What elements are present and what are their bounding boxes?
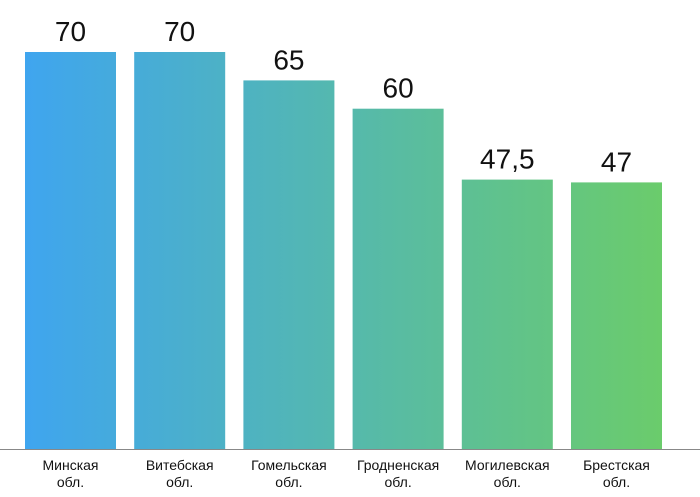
- category-label-line: обл.: [603, 474, 630, 490]
- bar-6: [571, 182, 662, 449]
- category-label-line: обл.: [494, 474, 521, 490]
- value-label-1: 70: [55, 16, 86, 47]
- category-label-line: обл.: [275, 474, 302, 490]
- bar-4: [352, 108, 444, 449]
- bar-2: [134, 52, 226, 449]
- category-label-line: Витебская: [146, 457, 214, 473]
- category-label-line: обл.: [57, 474, 84, 490]
- bar-3: [243, 80, 335, 450]
- category-label-line: Гомельская: [251, 457, 327, 473]
- value-label-2: 70: [164, 16, 195, 47]
- value-label-6: 47: [601, 146, 632, 177]
- value-label-4: 60: [383, 73, 414, 104]
- category-label-3: Гомельская обл.: [251, 457, 327, 490]
- category-label-line: Минская: [42, 457, 98, 473]
- category-label-4: Гродненская обл.: [357, 457, 439, 490]
- category-label-6: Брестская обл.: [583, 457, 650, 490]
- value-labels-group: 70 70 65 60 47,5 47: [55, 16, 632, 177]
- category-label-line: Брестская: [583, 457, 650, 473]
- value-label-3: 65: [273, 44, 304, 75]
- category-label-5: Могилевская обл.: [465, 457, 550, 490]
- category-label-2: Витебская обл.: [146, 457, 214, 490]
- category-label-line: обл.: [166, 474, 193, 490]
- category-label-line: Могилевская: [465, 457, 550, 473]
- category-label-line: обл.: [384, 474, 411, 490]
- category-labels-group: Минская обл.Витебская обл.Гомельская обл.Гр…: [42, 457, 649, 490]
- category-label-line: Гродненская: [357, 457, 439, 473]
- value-label-5: 47,5: [480, 144, 535, 175]
- bar-1: [25, 52, 116, 449]
- bars-group: [25, 52, 662, 450]
- bar-5: [461, 179, 553, 449]
- category-label-1: Минская обл.: [42, 457, 98, 490]
